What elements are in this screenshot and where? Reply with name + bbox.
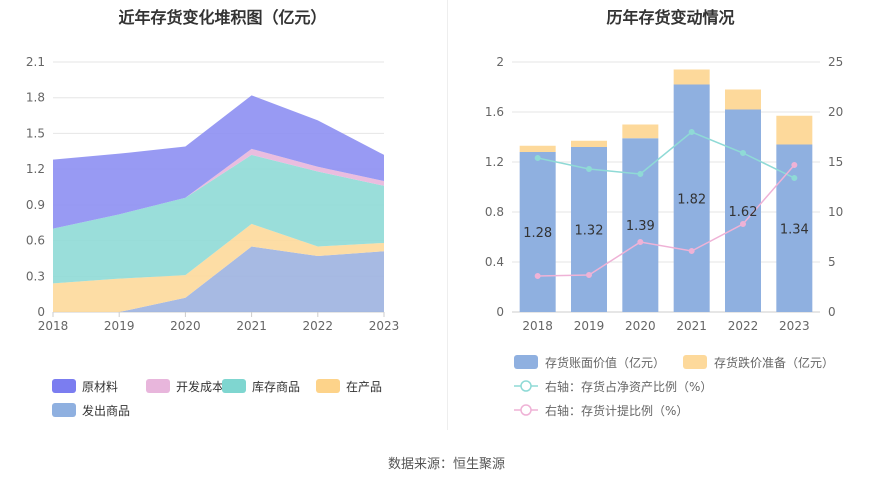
chart-divider <box>447 0 448 430</box>
area-库存商品 <box>53 154 384 284</box>
x-tick-label: 2023 <box>369 319 400 333</box>
bar-impairment <box>571 140 607 147</box>
line-point <box>740 221 746 227</box>
y-tick-label: 0 <box>37 305 45 319</box>
x-tick-label: 2022 <box>728 319 759 333</box>
legend-label: 原材料 <box>82 380 118 394</box>
x-tick-label: 2020 <box>625 319 656 333</box>
legend-label: 存货账面价值（亿元） <box>545 355 665 370</box>
legend-swatch <box>146 379 170 393</box>
x-tick-label: 2021 <box>236 319 267 333</box>
bar-data-label: 1.34 <box>780 222 809 237</box>
data-source-note: 数据来源：恒生聚源 <box>387 457 505 472</box>
y-tick-label: 1.5 <box>26 126 45 140</box>
legend-swatch <box>52 379 76 393</box>
bar-book-value <box>622 138 659 312</box>
left-y-tick-label: 1.2 <box>485 155 504 169</box>
legend-swatch <box>514 355 538 369</box>
line-point <box>740 150 746 156</box>
left-y-tick-label: 2 <box>496 55 504 69</box>
left-chart-title: 近年存货变化堆积图（亿元） <box>118 8 327 27</box>
x-tick-label: 2022 <box>303 319 334 333</box>
bar-book-value <box>776 144 813 312</box>
bar-impairment <box>622 124 659 139</box>
left-y-tick-label: 0.4 <box>485 255 504 269</box>
line-point <box>534 273 541 279</box>
line-point <box>791 175 798 181</box>
right-y-tick-label: 5 <box>828 255 836 269</box>
legend-swatch <box>52 403 76 417</box>
bar-impairment <box>673 69 710 85</box>
legend-label: 右轴：存货计提比例（%） <box>545 403 688 418</box>
line-series <box>537 164 795 277</box>
right-y-tick-label: 15 <box>828 155 843 169</box>
x-tick-label: 2018 <box>38 319 69 333</box>
right-y-tick-label: 25 <box>828 55 843 69</box>
legend-marker <box>520 380 532 392</box>
line-point <box>688 129 695 135</box>
x-tick-label: 2023 <box>779 319 810 333</box>
bar-data-label: 1.39 <box>626 219 655 234</box>
legend-label: 在产品 <box>346 380 382 394</box>
bar-book-value <box>725 109 761 312</box>
legend-swatch <box>222 379 246 393</box>
left-y-tick-label: 1.6 <box>485 105 504 119</box>
line-point <box>791 162 798 168</box>
bar-book-value <box>571 147 607 312</box>
bar-data-label: 1.28 <box>523 226 552 241</box>
right-chart-title: 历年存货变动情况 <box>606 8 735 27</box>
right-y-tick-label: 10 <box>828 205 843 219</box>
line-point <box>688 248 695 254</box>
line-point <box>637 171 644 177</box>
bar-data-label: 1.62 <box>729 205 758 220</box>
right-y-tick-label: 20 <box>828 105 843 119</box>
y-tick-label: 2.1 <box>26 55 45 69</box>
area-原材料 <box>53 95 384 229</box>
right-y-tick-label: 0 <box>828 305 836 319</box>
line-series <box>537 131 795 179</box>
area-发出商品 <box>53 246 384 312</box>
x-tick-label: 2019 <box>574 319 605 333</box>
left-y-tick-label: 0.8 <box>485 205 504 219</box>
legend-marker <box>520 404 532 416</box>
bar-book-value <box>519 152 556 312</box>
bar-impairment <box>776 115 813 145</box>
bar-book-value <box>673 84 710 312</box>
y-tick-label: 0.6 <box>26 234 45 248</box>
legend-label: 库存商品 <box>252 379 300 394</box>
y-tick-label: 0.3 <box>26 269 45 283</box>
bar-data-label: 1.32 <box>575 224 604 239</box>
bar-impairment <box>725 89 761 110</box>
line-point <box>637 239 644 245</box>
legend-label: 存货跌价准备（亿元） <box>714 355 834 370</box>
area-在产品 <box>53 223 384 312</box>
x-tick-label: 2021 <box>676 319 707 333</box>
x-tick-label: 2019 <box>104 319 135 333</box>
left-y-tick-label: 0 <box>496 305 504 319</box>
line-point <box>586 272 592 278</box>
bar-impairment <box>519 145 556 152</box>
y-tick-label: 0.9 <box>26 198 45 212</box>
legend-swatch <box>683 355 707 369</box>
x-tick-label: 2018 <box>522 319 553 333</box>
legend-label: 发出商品 <box>82 403 130 418</box>
legend-label: 开发成本 <box>176 379 224 394</box>
x-tick-label: 2020 <box>170 319 201 333</box>
legend-swatch <box>316 379 340 393</box>
stacked-area-chart: 0 0.3 0.6 0.9 1.2 1.5 1.8 2.1 2018 2019 2020 2021 20… <box>26 55 400 418</box>
y-tick-label: 1.8 <box>26 91 45 105</box>
legend-label: 右轴：存货占净资产比例（%） <box>545 379 712 394</box>
bar-data-label: 1.82 <box>677 192 706 207</box>
line-point <box>586 166 592 172</box>
y-tick-label: 1.2 <box>26 162 45 176</box>
line-point <box>534 155 541 161</box>
